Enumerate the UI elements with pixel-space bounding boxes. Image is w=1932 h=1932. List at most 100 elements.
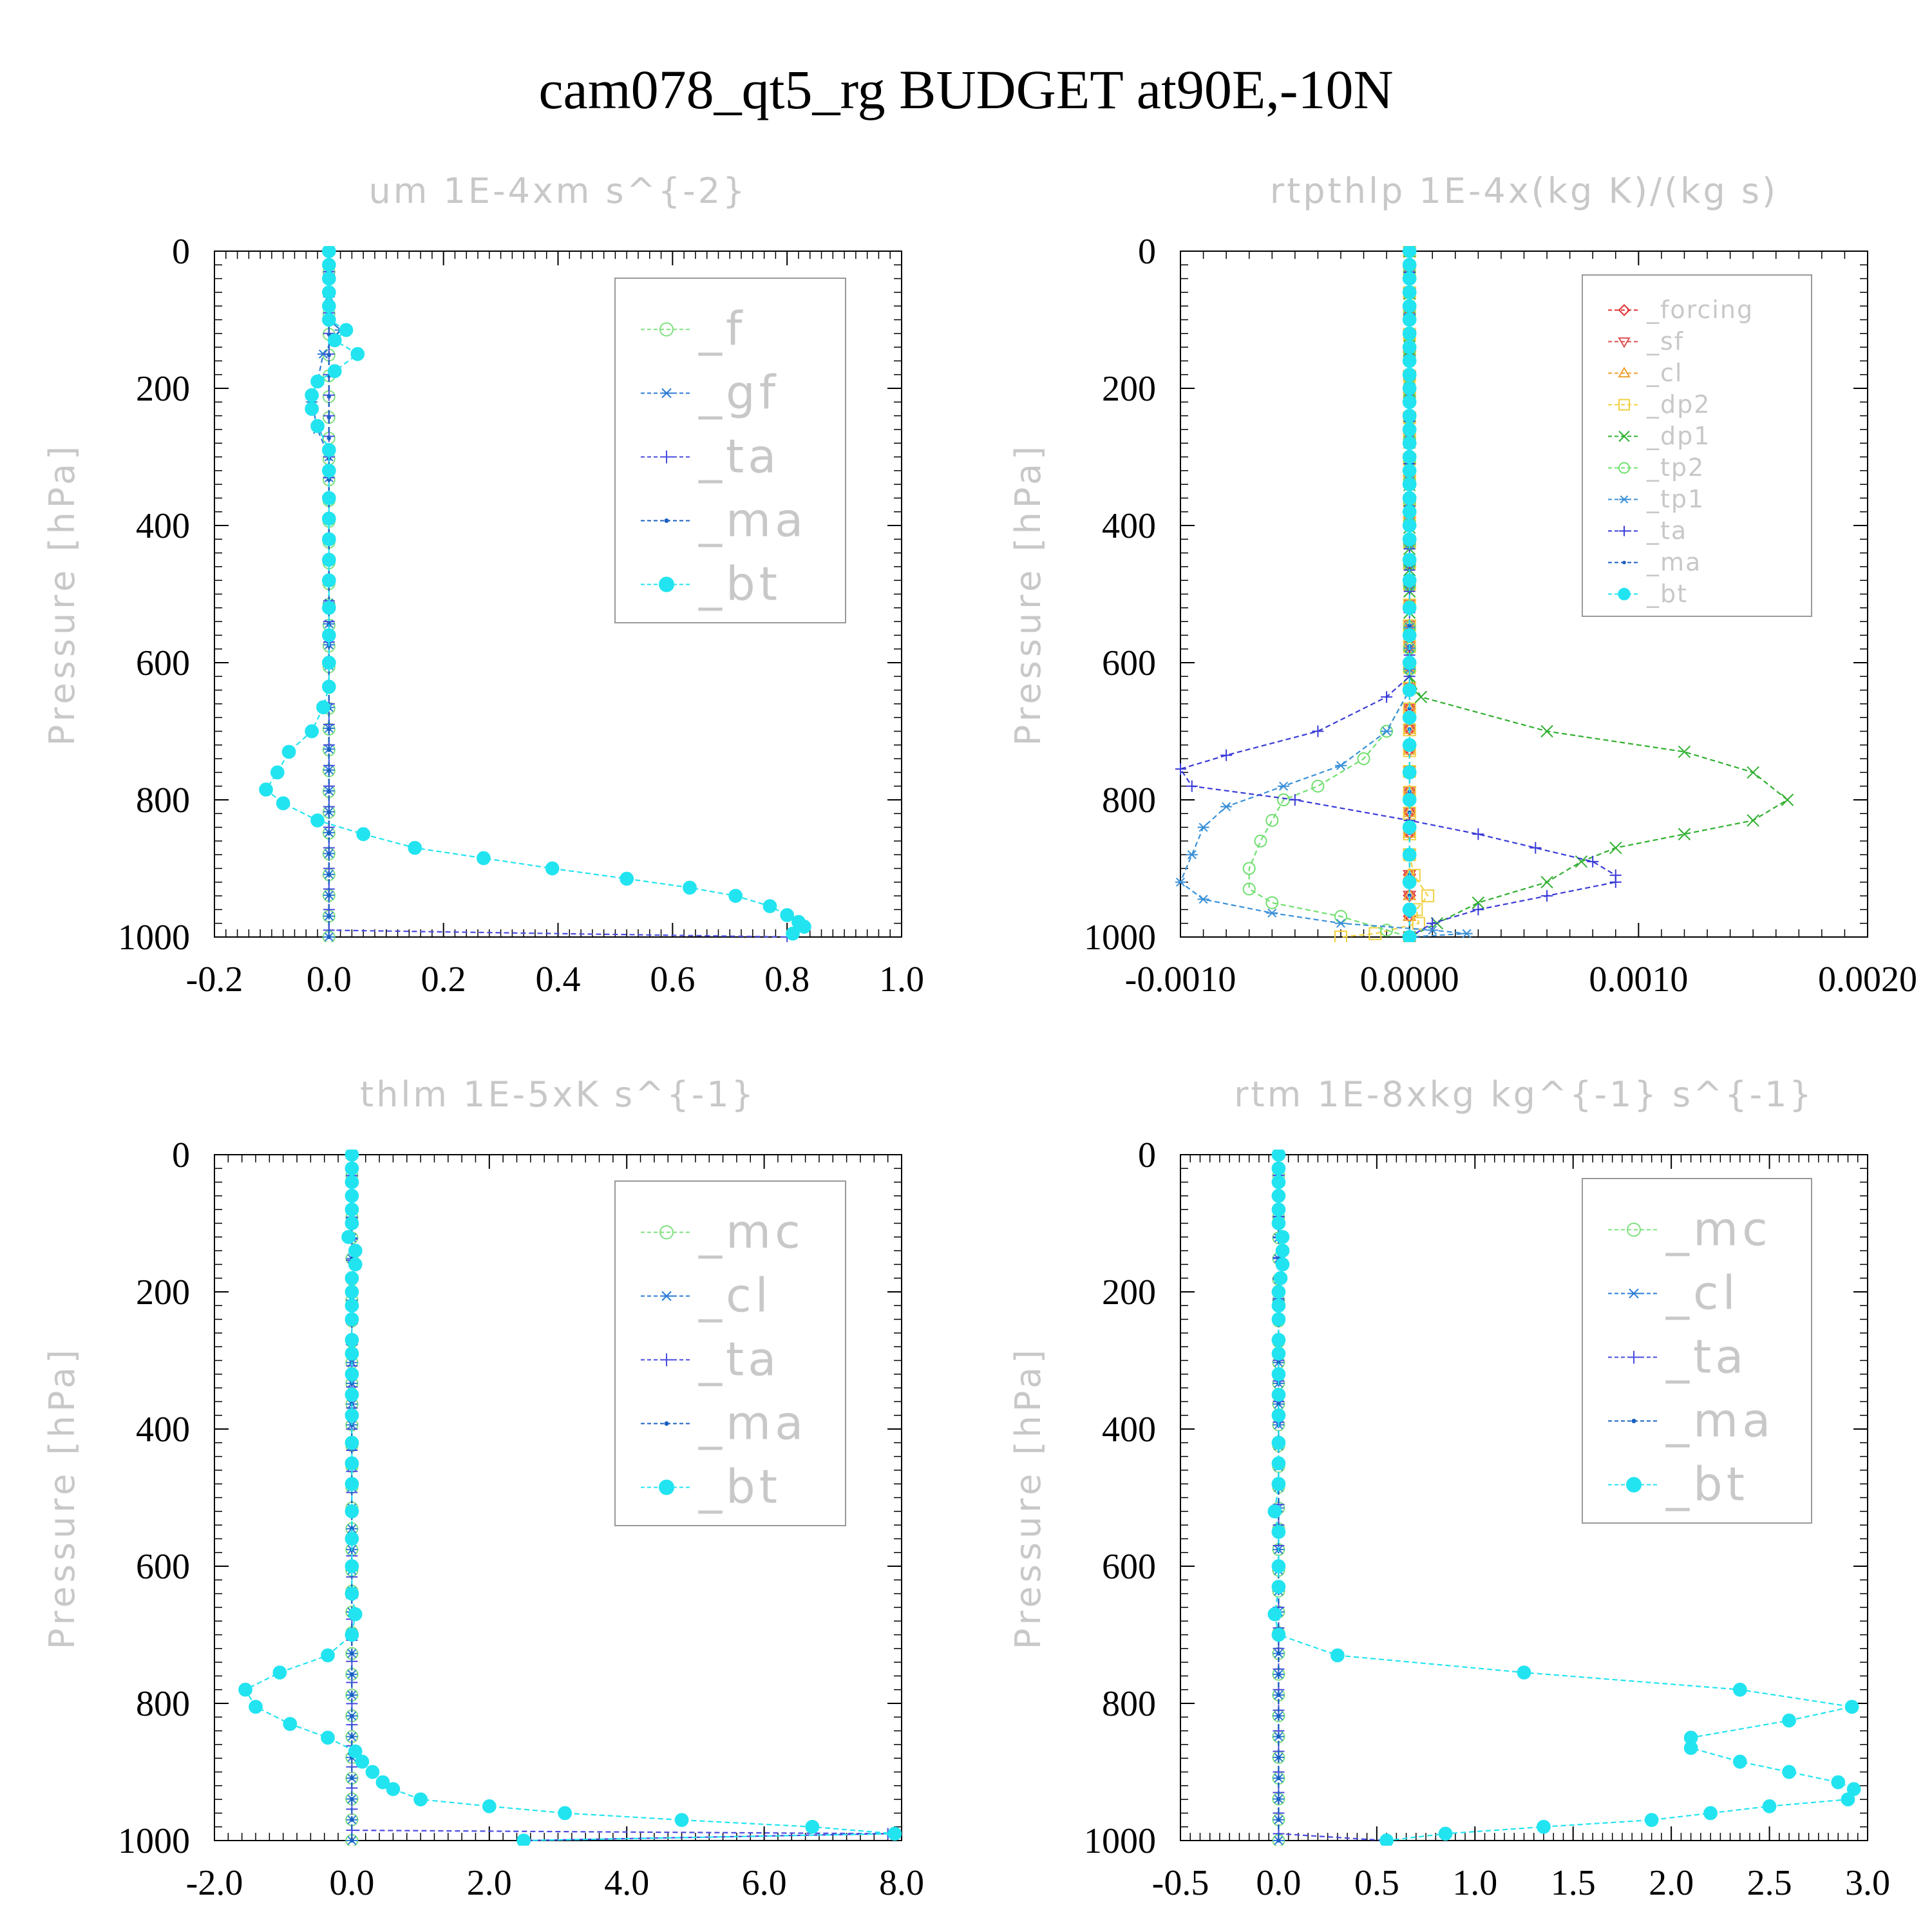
data-point-bt — [345, 1150, 359, 1162]
data-point-bt — [350, 346, 365, 361]
data-point-ma — [1407, 893, 1412, 898]
data-point-bt — [321, 271, 336, 286]
y-axis-label: Pressure [hPa] — [1008, 442, 1048, 746]
x-tick-label: 0.0020 — [1818, 960, 1917, 999]
legend-label: _bt — [1646, 580, 1688, 608]
legend-marker — [1622, 560, 1626, 565]
data-point-bt — [1402, 504, 1417, 519]
chart-panel-4: -0.5 0.0 0.5 1.0 1.5 2.0 2.5 3.0 0 200 400 600 800 10… — [1008, 1074, 1890, 1903]
chart-panel-2: -0.0010 0.0000 0.0010 0.0020 0 200 400 600 800 10… — [1008, 171, 1917, 999]
x-tick-label: -0.0010 — [1125, 960, 1236, 999]
x-tick-label: 3.0 — [1845, 1863, 1890, 1903]
data-point-bt — [321, 1648, 335, 1663]
y-tick-label: 600 — [1102, 1547, 1156, 1587]
data-point-bt — [1271, 1312, 1286, 1327]
y-tick-label: 400 — [136, 1410, 190, 1450]
data-point-bt — [1438, 1826, 1453, 1841]
legend-label: _mc — [698, 1204, 804, 1258]
data-point-ma — [350, 1714, 354, 1718]
data-point-bt — [1402, 553, 1417, 567]
data-point-bt — [1273, 1271, 1288, 1285]
legend-label: _cl — [698, 1268, 772, 1322]
data-point-bt — [341, 1229, 355, 1244]
data-point-bt — [321, 1730, 335, 1745]
data-point-bt — [516, 1833, 531, 1846]
data-point-bt — [1732, 1754, 1747, 1769]
data-point-ma — [1276, 1797, 1281, 1801]
data-point-bt — [1844, 1700, 1859, 1714]
series-layer — [1175, 246, 1794, 942]
y-tick-label: 200 — [1102, 1273, 1156, 1312]
data-point-bt — [270, 765, 285, 780]
data-point-bt — [1402, 246, 1417, 258]
data-point-bt — [281, 744, 296, 759]
data-point-bt — [1782, 1765, 1796, 1779]
y-tick-label: 800 — [1102, 781, 1156, 820]
legend-label: _ta — [1665, 1329, 1747, 1383]
data-point-ma — [1276, 1838, 1281, 1843]
legend-marker — [664, 518, 669, 523]
data-point-tp1 — [1175, 877, 1186, 887]
data-point-bt — [1402, 737, 1417, 752]
data-point-bt — [1271, 1298, 1286, 1313]
legend-label: _dp2 — [1646, 390, 1710, 419]
data-point-bt — [1402, 408, 1417, 423]
y-tick-label: 1000 — [1084, 1821, 1156, 1861]
y-tick-label: 400 — [136, 506, 190, 546]
data-point-tp1 — [1220, 802, 1233, 811]
data-point-bt — [683, 880, 697, 895]
data-point-bt — [345, 1202, 359, 1217]
data-point-bt — [345, 1586, 359, 1601]
data-point-bt — [259, 782, 273, 797]
data-point-dp1 — [1747, 766, 1759, 779]
data-point-bt — [1271, 1216, 1286, 1231]
x-tick-label: -0.5 — [1152, 1863, 1209, 1903]
data-point-bt — [1402, 395, 1417, 410]
legend-label: _mc — [1665, 1202, 1772, 1256]
y-tick-label: 600 — [1102, 643, 1156, 683]
y-tick-label: 200 — [136, 1273, 190, 1312]
data-point-dp1 — [1472, 896, 1485, 909]
data-point-ma — [327, 789, 331, 794]
data-point-bt — [1402, 902, 1417, 917]
data-point-bt — [1271, 1477, 1286, 1492]
x-tick-label: 0.0000 — [1360, 960, 1459, 999]
data-point-ma — [350, 1776, 354, 1781]
data-point-bt — [345, 1332, 359, 1347]
data-point-bt — [1271, 1332, 1286, 1347]
legend-box — [614, 278, 846, 623]
data-point-sf — [1402, 869, 1417, 882]
legend-label: _ma — [698, 1396, 807, 1450]
legend-label: _ma — [1646, 548, 1701, 576]
y-tick-label: 1000 — [118, 918, 190, 958]
data-point-bt — [345, 1627, 359, 1642]
data-point-ta — [1587, 855, 1599, 867]
legend-marker — [659, 1225, 674, 1240]
y-axis-label: Pressure [hPa] — [1008, 1346, 1048, 1649]
legend-marker — [660, 1291, 673, 1302]
legend-label: _ta — [1646, 516, 1687, 545]
data-point-bt — [620, 871, 634, 886]
y-axis-label: Pressure [hPa] — [42, 442, 82, 746]
data-point-bt — [1267, 1607, 1282, 1622]
data-point-bt — [1762, 1799, 1777, 1814]
data-point-bt — [345, 1271, 359, 1285]
data-point-bt — [345, 1189, 359, 1203]
data-point-bt — [348, 1744, 363, 1759]
data-point-tp1 — [1266, 908, 1278, 918]
data-point-bt — [327, 364, 342, 379]
data-point-bt — [345, 1559, 359, 1573]
data-point-bt — [1703, 1806, 1718, 1821]
data-point-bt — [355, 1754, 370, 1769]
data-point-dp1 — [1575, 855, 1588, 868]
y-tick-label: 0 — [172, 232, 190, 272]
data-point-bt — [249, 1700, 263, 1714]
data-point-bt — [1271, 1285, 1286, 1299]
data-point-bt — [1644, 1813, 1659, 1827]
data-point-bt — [1402, 930, 1417, 942]
y-tick-label: 400 — [1102, 506, 1156, 546]
data-point-bt — [238, 1682, 252, 1697]
data-point-bt — [339, 323, 354, 337]
data-point-bt — [356, 827, 371, 842]
y-tick-label: 400 — [1102, 1410, 1156, 1450]
